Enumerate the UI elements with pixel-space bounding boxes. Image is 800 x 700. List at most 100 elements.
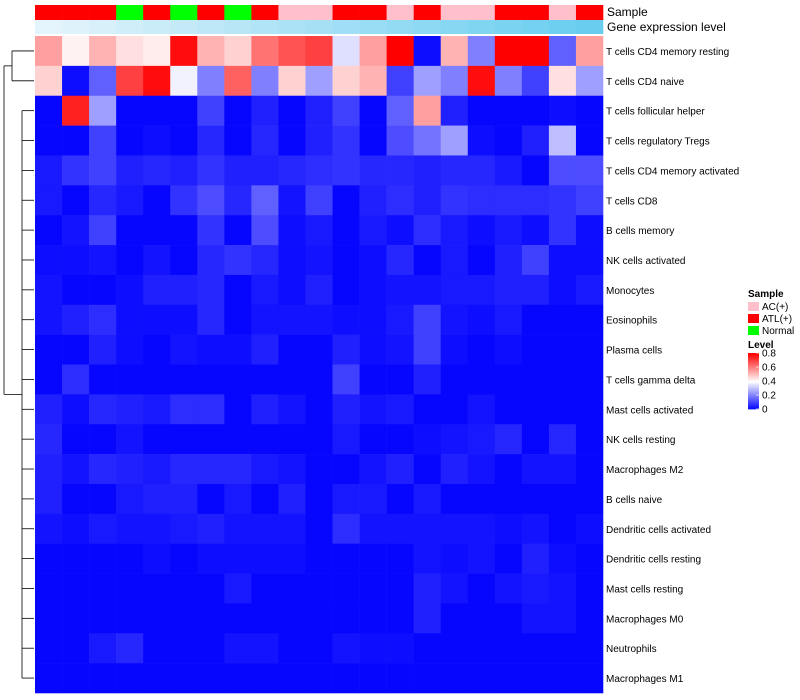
- heatmap-cell: [305, 633, 333, 664]
- heatmap-cell: [575, 185, 604, 216]
- heatmap-cell: [278, 274, 306, 306]
- heatmap-cell: [386, 364, 414, 395]
- heatmap-cell: [224, 215, 252, 246]
- heatmap-cell: [62, 155, 90, 186]
- heatmap-cell: [413, 274, 442, 306]
- heatmap-cell: [521, 304, 550, 335]
- heatmap-cell: [359, 513, 387, 544]
- row-labels: T cells CD4 memory resting T cells CD4 na…: [606, 47, 739, 685]
- heatmap-cell: [251, 394, 279, 425]
- heatmap-cell: [116, 215, 144, 246]
- heatmap-cell: [413, 394, 442, 425]
- heatmap-cell: [548, 185, 577, 216]
- heatmap-cell: [197, 364, 225, 395]
- heatmap-cell: [386, 424, 414, 455]
- heatmap-cell: [170, 155, 198, 186]
- heatmap-cell: [89, 454, 117, 485]
- row-label: T cells CD4 memory activated: [606, 166, 739, 177]
- heatmap-cell: [467, 65, 496, 97]
- heatmap-cell: [548, 125, 577, 156]
- sample-cell: [170, 5, 198, 20]
- heatmap-cell: [197, 95, 225, 126]
- heatmap-cell: [575, 334, 604, 365]
- heatmap-cell: [35, 304, 63, 335]
- heatmap-cell: [197, 155, 225, 186]
- heatmap-cell: [89, 424, 117, 455]
- heatmap-cell: [386, 95, 414, 126]
- heatmap-cell: [197, 36, 225, 67]
- row-label: T cells CD4 memory resting: [606, 47, 729, 58]
- heatmap-cell: [62, 125, 90, 156]
- expression-cell: [332, 20, 360, 34]
- heatmap-cell: [359, 304, 387, 335]
- heatmap-cell: [305, 274, 333, 306]
- heatmap-cell: [89, 334, 117, 365]
- heatmap-cell: [440, 633, 469, 664]
- heatmap-cell: [278, 603, 306, 634]
- track-label-gene-expression: Gene expression level: [607, 20, 726, 34]
- colorbar-step: [748, 403, 759, 406]
- heatmap-cell: [116, 245, 144, 276]
- heatmap-cell: [521, 424, 550, 455]
- heatmap-cell: [89, 663, 117, 694]
- row-label: Mast cells resting: [606, 584, 683, 595]
- row-label: Dendritic cells resting: [606, 555, 701, 566]
- heatmap-cell: [89, 274, 117, 306]
- heatmap-cell: [305, 543, 333, 574]
- level-tick-label: 0.8: [762, 349, 776, 360]
- heatmap-cell: [62, 274, 90, 306]
- colorbar-step: [748, 390, 759, 393]
- heatmap-cell: [116, 483, 144, 515]
- legend-swatch-ac: [748, 302, 759, 311]
- heatmap-cell: [521, 215, 550, 246]
- heatmap-cell: [305, 364, 333, 395]
- sample-cell: [548, 5, 577, 20]
- heatmap-cell: [332, 483, 360, 515]
- heatmap-cell: [197, 483, 225, 515]
- heatmap-cell: [170, 36, 198, 67]
- heatmap-cell: [224, 274, 252, 306]
- heatmap-cell: [494, 543, 523, 574]
- row-label: T cells regulatory Tregs: [606, 137, 710, 148]
- colorbar-step: [748, 361, 759, 364]
- heatmap-cell: [332, 603, 360, 634]
- heatmap-cell: [359, 125, 387, 156]
- heatmap-cell: [548, 274, 577, 306]
- row-label: Macrophages M1: [606, 674, 684, 685]
- expression-cell: [278, 20, 306, 34]
- heatmap-cell: [440, 65, 469, 97]
- heatmap-cell: [575, 95, 604, 126]
- heatmap-cell: [170, 633, 198, 664]
- row-label: Mast cells activated: [606, 405, 693, 416]
- heatmap-cell: [332, 274, 360, 306]
- heatmap-cell: [116, 185, 144, 216]
- heatmap-cell: [575, 304, 604, 335]
- heatmap-cell: [548, 215, 577, 246]
- heatmap-cell: [62, 573, 90, 604]
- heatmap-cell: [278, 543, 306, 574]
- heatmap-cell: [89, 543, 117, 574]
- heatmap-cell: [413, 95, 442, 126]
- heatmap-cell: [224, 185, 252, 216]
- colorbar-step: [748, 389, 759, 392]
- heatmap-cell: [116, 424, 144, 455]
- row-dendrogram: [3, 50, 34, 679]
- heatmap-cell: [170, 274, 198, 306]
- heatmap-cell: [575, 364, 604, 395]
- colorbar-step: [748, 388, 759, 390]
- heatmap-cell: [143, 334, 171, 365]
- heatmap-cell: [332, 573, 360, 604]
- heatmap-cell: [89, 633, 117, 664]
- heatmap-cell: [278, 483, 306, 515]
- heatmap-cell: [197, 125, 225, 156]
- heatmap-cell: [413, 424, 442, 455]
- heatmap-cell: [224, 424, 252, 455]
- heatmap-cells: [35, 36, 604, 694]
- heatmap-cell: [467, 304, 496, 335]
- heatmap-cell: [197, 394, 225, 425]
- heatmap-cell: [386, 274, 414, 306]
- heatmap-cell: [575, 603, 604, 634]
- heatmap-cell: [332, 95, 360, 126]
- heatmap-cell: [197, 633, 225, 664]
- heatmap-cell: [305, 95, 333, 126]
